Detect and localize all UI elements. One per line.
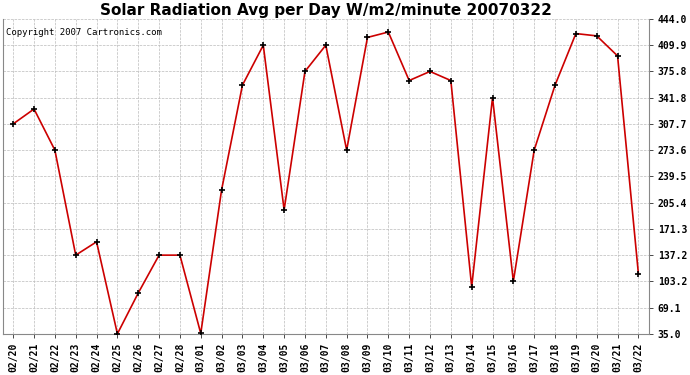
Title: Solar Radiation Avg per Day W/m2/minute 20070322: Solar Radiation Avg per Day W/m2/minute … [100,3,552,18]
Text: Copyright 2007 Cartronics.com: Copyright 2007 Cartronics.com [6,28,162,38]
